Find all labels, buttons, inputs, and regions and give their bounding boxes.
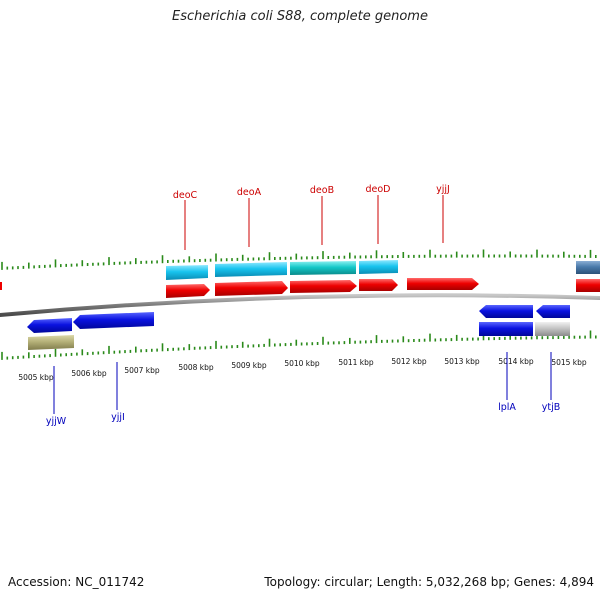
scale-label-5008: 5008 kbp — [178, 363, 214, 372]
cds-arrow-deoD — [359, 279, 398, 291]
cds-arrow-ytjB — [536, 305, 570, 318]
cds-arrow-edge — [576, 279, 600, 292]
tick-row-top — [1, 249, 597, 270]
genome-backbone — [0, 293, 600, 317]
cds-arrow-deoC — [166, 284, 210, 298]
gene-label-yjjW: yjjW — [46, 416, 67, 427]
gene-edge-marker — [0, 282, 2, 290]
tick-row-bottom — [1, 330, 597, 360]
cds-arrow-yjjJ — [407, 278, 479, 290]
cds-arrow-yjjW — [27, 318, 72, 333]
gene-label-deoD: deoD — [365, 184, 390, 195]
genome-title: Escherichia coli S88, complete genome — [172, 9, 428, 24]
scale-label-5005: 5005 kbp — [18, 373, 54, 382]
gene-label-yjjJ: yjjJ — [436, 184, 450, 195]
gene-block-deoA-upper — [215, 262, 287, 277]
gene-block-lplA-lower — [479, 322, 533, 336]
gene-label-ytjB: ytjB — [542, 402, 561, 413]
gene-block-deoC-upper — [166, 265, 208, 280]
accession-label: Accession: NC_011742 — [8, 575, 145, 589]
genome-summary-label: Topology: circular; Length: 5,032,268 bp… — [264, 575, 594, 589]
cds-arrow-lplA — [479, 305, 533, 318]
gene-label-lplA: lplA — [498, 402, 516, 413]
cds-arrow-yjjI — [73, 312, 154, 329]
scale-label-5011: 5011 kbp — [338, 358, 374, 367]
gene-block-deoD-upper — [359, 260, 398, 274]
scale-label-5009: 5009 kbp — [231, 361, 267, 370]
cds-arrow-deoB — [290, 280, 357, 293]
scale-label-5007: 5007 kbp — [124, 366, 160, 375]
gene-label-deoC: deoC — [173, 190, 198, 201]
scale-label-5006: 5006 kbp — [71, 369, 107, 378]
gene-block-deoB-upper — [290, 261, 356, 275]
scale-label-5010: 5010 kbp — [284, 359, 320, 368]
scale-label-5015: 5015 kbp — [551, 358, 587, 367]
gene-label-deoB: deoB — [310, 185, 334, 196]
gene-label-yjjI: yjjI — [111, 412, 125, 423]
gene-label-deoA: deoA — [237, 187, 262, 198]
gene-block-yjjW-lower — [28, 335, 74, 350]
gene-block-ytjB-lower — [535, 322, 570, 336]
scale-label-5013: 5013 kbp — [444, 357, 480, 366]
scale-label-5012: 5012 kbp — [391, 357, 427, 366]
scale-label-5014: 5014 kbp — [498, 357, 534, 366]
gene-block-edge-upper — [576, 261, 600, 274]
cds-arrow-deoA — [215, 281, 288, 296]
